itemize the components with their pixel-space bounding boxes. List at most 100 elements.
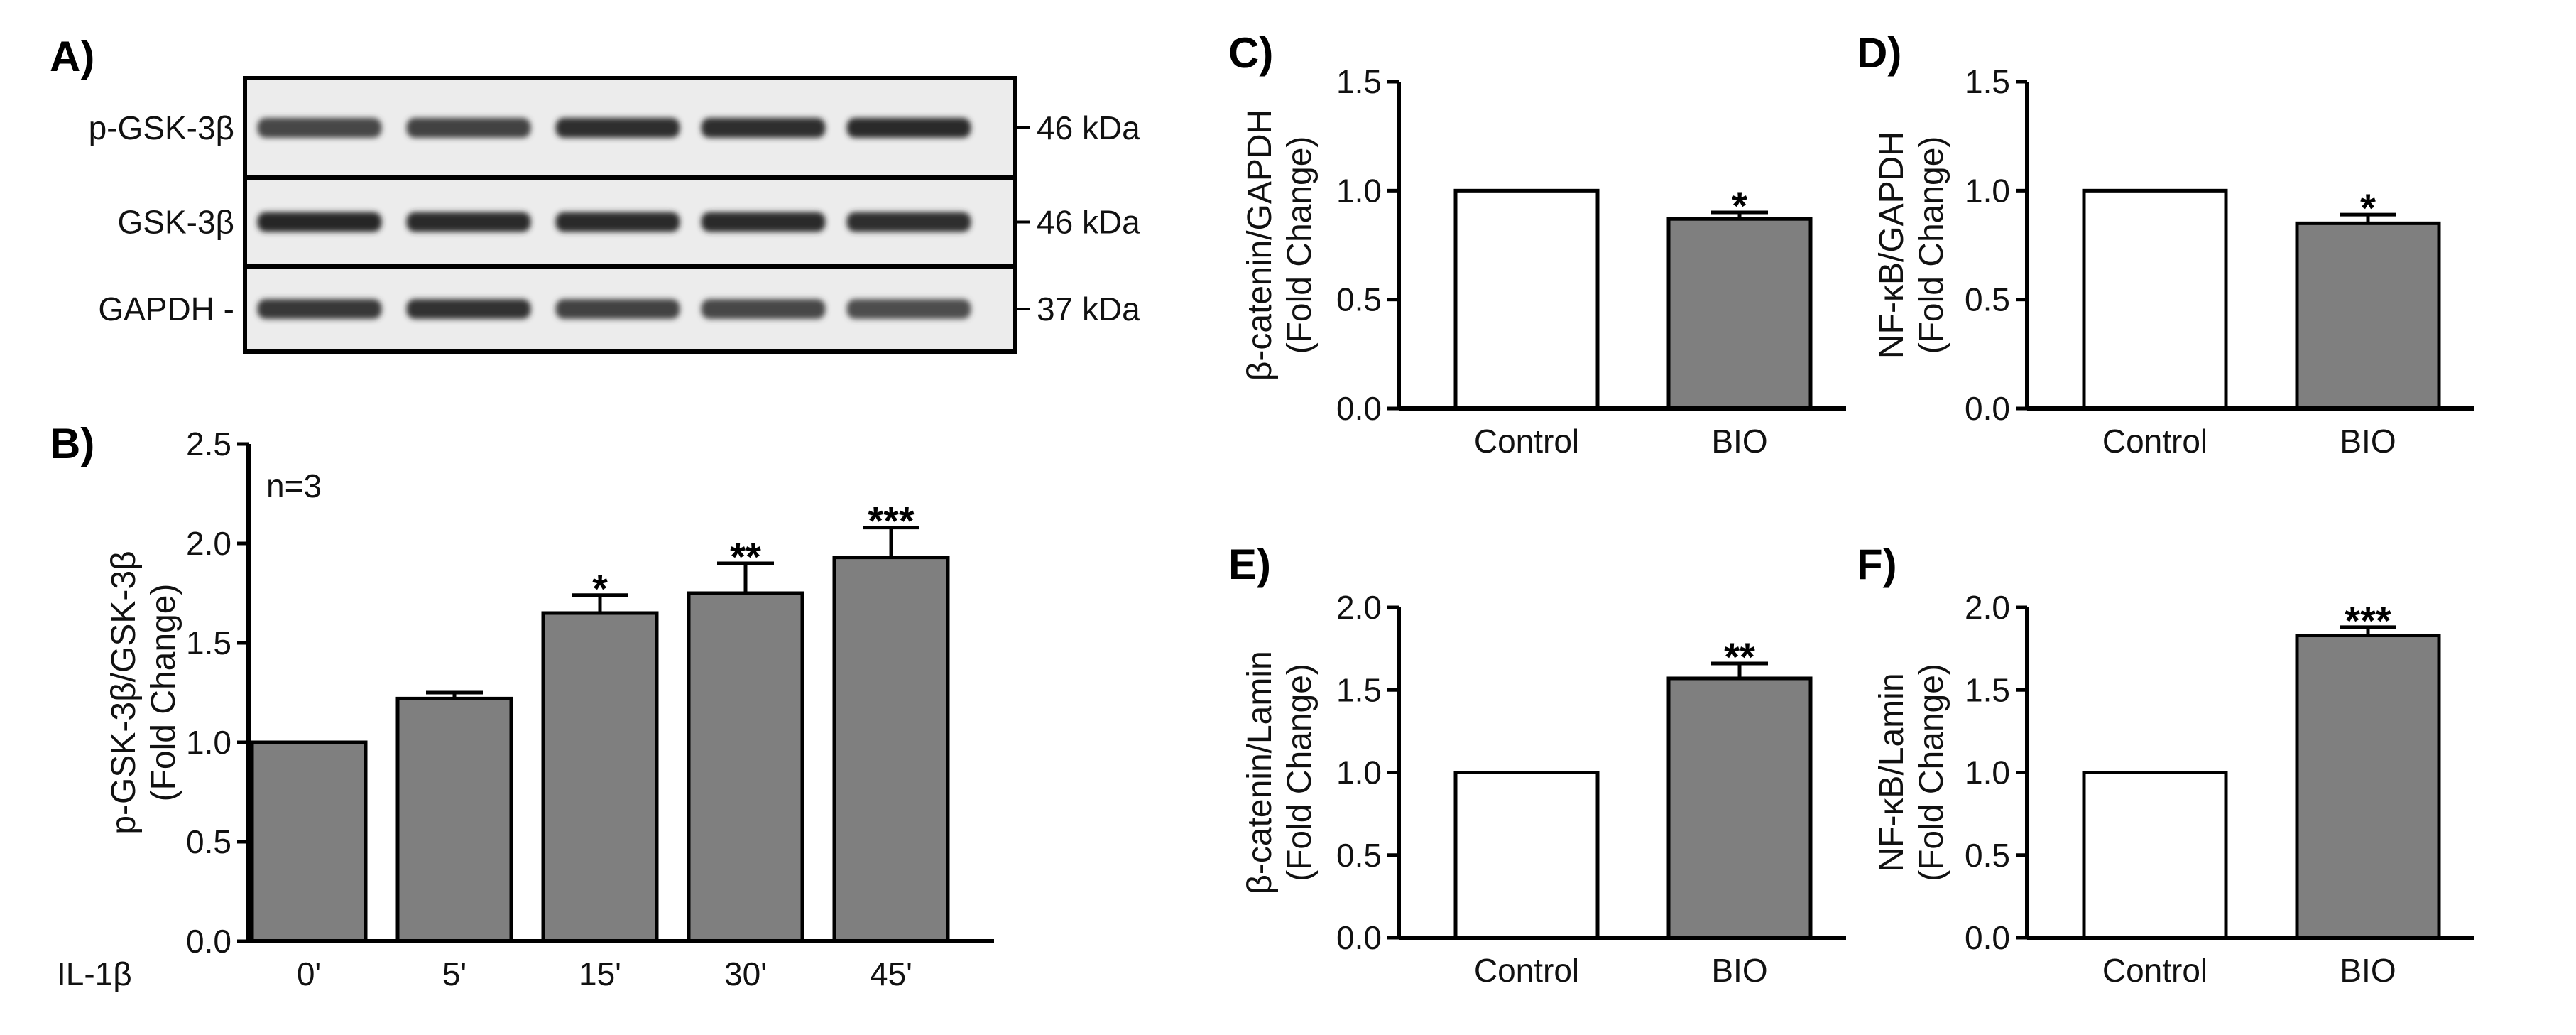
panel-label-a: A) — [50, 33, 94, 80]
chart-panel-c: C) * 0.0 0.5 1.0 1.5 Control BIO β-catenin/GAPDH… — [1228, 29, 1846, 460]
blot-row-label: GAPDH - — [98, 291, 234, 327]
blot-band — [701, 299, 826, 319]
western-blot-panel: A) p-GSK-3β 46 kDa GSK-3β 46 kDa GAPDH - 37 k… — [50, 33, 1140, 354]
chart-panel-e: E) ** 0.0 0.5 1.0 1.5 2.0 Control BIO β-catenin/L… — [1228, 541, 1846, 989]
y-tick-label: 0.5 — [186, 823, 231, 860]
x-tick-label: Control — [2102, 952, 2207, 989]
y-tick-label: 1.5 — [1965, 63, 2010, 100]
panel-label: E) — [1228, 541, 1271, 588]
x-tick-label: Control — [2102, 423, 2207, 460]
significance-label: *** — [2345, 598, 2391, 643]
blot-row: p-GSK-3β 46 kDa — [89, 76, 1140, 180]
y-tick-label: 0.5 — [1336, 837, 1382, 874]
blot-row: GAPDH - 37 kDa — [98, 264, 1140, 354]
x-tick-label: Control — [1474, 952, 1579, 989]
x-tick-label: 15' — [579, 955, 621, 992]
y-tick-label: 1.0 — [1965, 754, 2010, 791]
x-tick-label: 0' — [297, 955, 321, 992]
y-axis-title: β-catenin/GAPDH(Fold Change) — [1241, 109, 1319, 381]
panel-label: F) — [1857, 541, 1897, 588]
x-tick-label: 30' — [724, 955, 767, 992]
significance-label: ** — [1724, 634, 1755, 679]
y-tick-label: 1.5 — [1336, 671, 1382, 708]
blot-band — [701, 212, 826, 232]
y-tick-label: 2.0 — [1965, 589, 2010, 626]
significance-label: ** — [730, 534, 761, 579]
blot-band — [406, 118, 531, 138]
chart-panel-d: D) * 0.0 0.5 1.0 1.5 Control BIO NF-κB/GAPDH(Fol… — [1857, 29, 2474, 460]
n-annotation: n=3 — [266, 467, 322, 504]
chart-panel-b: B)******0.00.51.01.52.02.50' 5' 15' 30' 45'I… — [50, 420, 994, 992]
x-tick-label: 45' — [870, 955, 912, 992]
blot-band — [555, 118, 680, 138]
bar — [687, 591, 804, 943]
bar — [2082, 771, 2228, 940]
y-tick-label: 1.0 — [1336, 172, 1382, 209]
blot-band — [257, 299, 382, 319]
y-tick-label: 1.0 — [186, 724, 231, 761]
blot-band — [406, 299, 531, 319]
bar — [541, 611, 659, 943]
y-tick-label: 2.5 — [186, 426, 231, 462]
x-tick-label: BIO — [2340, 952, 2396, 989]
panel-label: C) — [1228, 29, 1273, 77]
bar — [1453, 188, 1600, 411]
y-tick-label: 1.5 — [1336, 63, 1382, 100]
blot-band — [555, 299, 680, 319]
y-tick-label: 0.5 — [1965, 837, 2010, 874]
bar — [832, 556, 950, 943]
blot-row-label: p-GSK-3β — [89, 109, 234, 146]
blot-band — [701, 118, 826, 138]
blot-band — [555, 212, 680, 232]
y-axis-title: NF-κB/Lamin(Fold Change) — [1873, 663, 1950, 882]
y-axis-title: NF-κB/GAPDH(Fold Change) — [1873, 131, 1950, 359]
bar — [1453, 771, 1600, 940]
bar — [250, 740, 368, 943]
y-tick-label: 1.0 — [1965, 172, 2010, 209]
y-tick-label: 2.0 — [1336, 589, 1382, 626]
y-tick-label: 0.0 — [1965, 390, 2010, 427]
y-tick-label: 1.0 — [1336, 754, 1382, 791]
y-axis-title: p-GSK-3β/GSK-3β(Fold Change) — [105, 551, 182, 834]
blot-band — [846, 212, 971, 232]
significance-label: * — [1732, 183, 1747, 228]
y-tick-label: 2.0 — [186, 525, 231, 562]
blot-band — [406, 212, 531, 232]
x-tick-label: BIO — [1711, 952, 1767, 989]
bar — [1666, 217, 1813, 411]
y-tick-label: 0.5 — [1965, 281, 2010, 318]
significance-label: * — [2360, 185, 2376, 230]
panel-label: B) — [50, 420, 94, 467]
significance-label: * — [592, 566, 608, 611]
x-tick-label: BIO — [2340, 423, 2396, 460]
blot-band — [846, 118, 971, 138]
bar — [395, 696, 513, 943]
y-tick-label: 0.0 — [1336, 390, 1382, 427]
panel-label: D) — [1857, 29, 1901, 77]
y-axis-title: β-catenin/Lamin(Fold Change) — [1241, 651, 1319, 894]
bar — [2295, 634, 2441, 940]
x-tick-label: 5' — [442, 955, 466, 992]
blot-size-label: 46 kDa — [1037, 109, 1140, 146]
bar — [1666, 676, 1813, 940]
blot-row: GSK-3β 46 kDa — [117, 175, 1140, 269]
y-tick-label: 0.5 — [1336, 281, 1382, 318]
blot-band — [257, 212, 382, 232]
y-tick-label: 1.5 — [1965, 671, 2010, 708]
x-category-header: IL-1β — [57, 955, 132, 992]
blot-size-label: 37 kDa — [1037, 291, 1140, 327]
bar — [2082, 188, 2228, 411]
blot-band — [257, 118, 382, 138]
blot-band — [846, 299, 971, 319]
significance-label: *** — [868, 499, 915, 543]
x-tick-label: BIO — [1711, 423, 1767, 460]
blot-size-label: 46 kDa — [1037, 204, 1140, 241]
x-tick-label: Control — [1474, 423, 1579, 460]
chart-panel-f: F) *** 0.0 0.5 1.0 1.5 2.0 Control BIO NF-κB/Lami… — [1857, 541, 2474, 989]
y-tick-label: 0.0 — [1336, 919, 1382, 956]
bar — [2295, 221, 2441, 411]
y-tick-label: 0.0 — [1965, 919, 2010, 956]
y-tick-label: 0.0 — [186, 923, 231, 960]
y-tick-label: 1.5 — [186, 624, 231, 661]
